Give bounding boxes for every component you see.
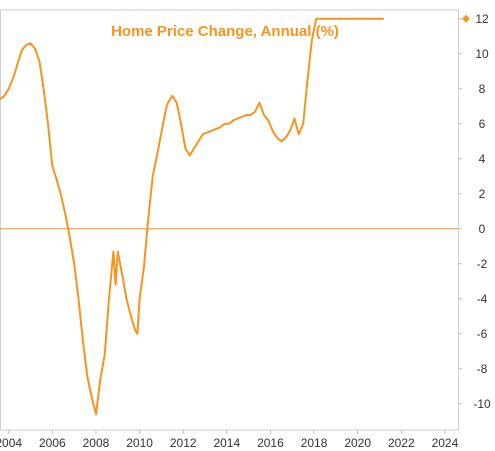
y-tick-label: 4 — [479, 152, 486, 166]
x-tick-label: 2004 — [0, 436, 22, 450]
y-tick-label: -10 — [473, 397, 491, 411]
y-tick-label: 8 — [479, 82, 486, 96]
y-tick-label: 0 — [479, 222, 486, 236]
plot-area — [0, 9, 459, 431]
last-value-marker — [462, 14, 470, 23]
x-tick-label: 2024 — [432, 436, 459, 450]
y-tick-label: -8 — [477, 362, 488, 376]
y-tick-label: 10 — [475, 47, 489, 61]
x-tick-label: 2016 — [257, 436, 284, 450]
y-tick-label: 2 — [479, 187, 486, 201]
x-axis: 2004 2006 2008 2010 2012 2014 2016 2018 2020 2022… — [0, 430, 459, 450]
x-tick-label: 2022 — [388, 436, 415, 450]
y-tick-label: -4 — [477, 292, 488, 306]
x-tick-label: 2008 — [83, 436, 110, 450]
y-tick-label: 6 — [479, 117, 486, 131]
series-layer — [0, 17, 384, 416]
x-tick-label: 2012 — [170, 436, 197, 450]
x-tick-label: 2010 — [126, 436, 153, 450]
x-tick-label: 2006 — [39, 436, 66, 450]
y-axis: 12 10 8 6 4 2 0 -2 -4 -6 -8 -10 — [458, 12, 491, 411]
y-tick-label: 12 — [475, 12, 489, 26]
x-tick-label: 2018 — [301, 436, 328, 450]
x-tick-label: 2020 — [344, 436, 371, 450]
x-tick-label: 2014 — [213, 436, 240, 450]
series-line-home-price-change — [0, 17, 384, 416]
y-tick-label: -2 — [477, 257, 488, 271]
chart-title: Home Price Change, Annual (%) — [111, 23, 339, 40]
plot-frame — [0, 9, 459, 431]
y-tick-label: -6 — [477, 327, 488, 341]
